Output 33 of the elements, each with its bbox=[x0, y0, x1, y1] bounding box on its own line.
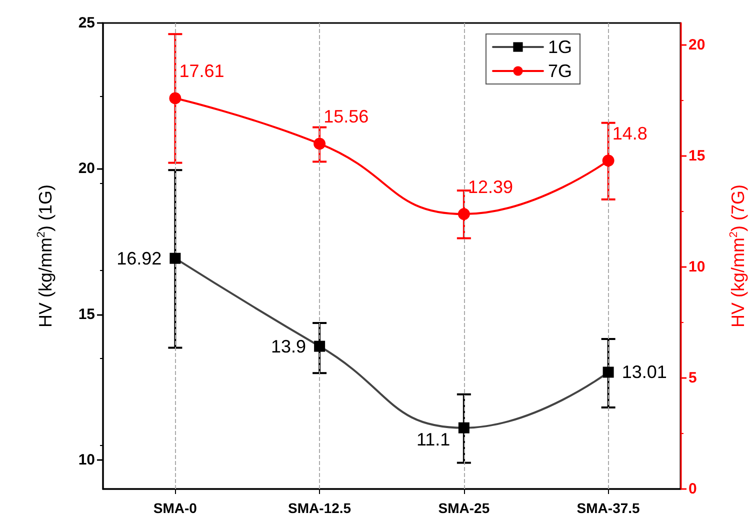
x-tick-label: SMA-12.5 bbox=[288, 500, 352, 516]
data-label: 15.56 bbox=[324, 106, 369, 127]
point bbox=[458, 208, 470, 220]
point bbox=[314, 340, 326, 352]
x-tick-label: SMA-37.5 bbox=[576, 500, 640, 516]
y2-tick-label: 20 bbox=[688, 36, 706, 54]
y-tick-label: 25 bbox=[78, 14, 95, 32]
data-label: 16.92 bbox=[116, 248, 162, 268]
y-axis-title: HV (kg/mm2) (1G) bbox=[36, 184, 56, 328]
data-label: 11.1 bbox=[416, 429, 450, 450]
data-label: 13.9 bbox=[271, 336, 306, 356]
point bbox=[169, 92, 182, 104]
point bbox=[602, 154, 614, 167]
y2-tick-label: 15 bbox=[688, 148, 706, 165]
y-tick-label: 10 bbox=[78, 451, 95, 468]
y2-tick-label: 5 bbox=[688, 370, 697, 387]
point bbox=[458, 422, 470, 434]
legend-label: 7G bbox=[548, 61, 572, 81]
data-label: 12.39 bbox=[468, 177, 513, 198]
data-label: 14.8 bbox=[612, 124, 648, 144]
legend-label: 1G bbox=[548, 37, 572, 57]
point bbox=[314, 138, 326, 150]
point bbox=[170, 252, 181, 264]
data-label: 13.01 bbox=[622, 362, 667, 382]
y2-tick-label: 10 bbox=[688, 258, 706, 276]
point bbox=[602, 366, 614, 378]
x-tick-label: SMA-25 bbox=[438, 500, 490, 516]
y-tick-label: 15 bbox=[78, 306, 95, 323]
y-tick-label: 20 bbox=[78, 160, 95, 178]
y2-axis-title: HV (kg/mm2) (7G) bbox=[728, 184, 748, 328]
y2-tick-label: 0 bbox=[688, 480, 697, 498]
data-label: 17.61 bbox=[179, 61, 224, 82]
x-tick-label: SMA-0 bbox=[153, 500, 198, 516]
